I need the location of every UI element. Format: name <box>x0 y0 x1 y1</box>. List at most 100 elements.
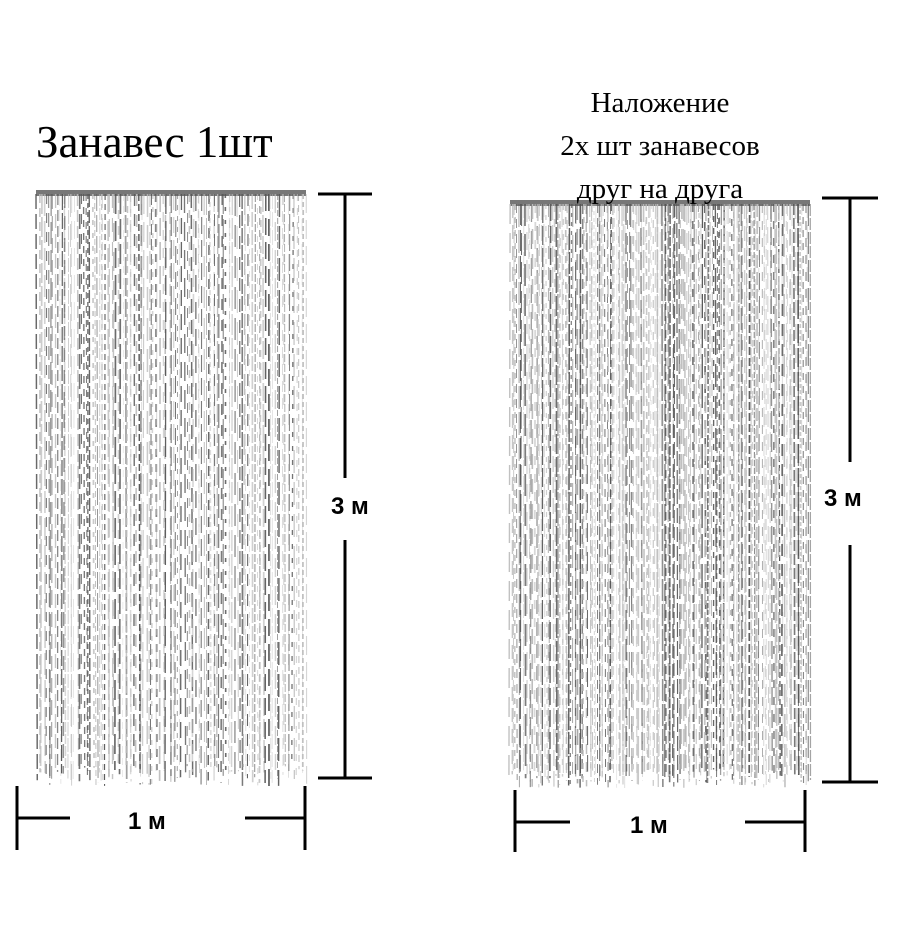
curtain-strand <box>220 193 224 783</box>
curtain-strand <box>767 203 769 783</box>
curtain-strand <box>671 203 675 776</box>
curtain-strand <box>678 203 681 770</box>
left-width-label: 1 м <box>128 808 166 835</box>
curtain-strand <box>191 193 195 772</box>
curtain-strand <box>799 203 803 782</box>
curtain-strand <box>122 193 125 780</box>
curtain-strand <box>557 203 559 788</box>
curtain-double-overlay <box>508 200 812 788</box>
curtain-strand <box>586 203 589 772</box>
curtain-strand <box>76 193 80 767</box>
curtain-strand <box>751 203 754 785</box>
curtain-strand <box>591 203 594 771</box>
curtain-strand <box>637 203 640 785</box>
right-width-label: 1 м <box>630 812 668 839</box>
curtain-strand <box>641 203 643 781</box>
curtain-strand <box>731 203 733 780</box>
curtain-strand <box>645 203 649 771</box>
curtain-strand <box>69 193 73 786</box>
curtain-strand <box>630 203 633 781</box>
curtain-strand <box>780 203 784 778</box>
curtain-strand <box>150 193 154 786</box>
curtain-strand <box>716 203 718 785</box>
curtain-strand <box>208 193 212 768</box>
curtain-strand <box>763 203 767 775</box>
curtain-strand <box>589 203 592 782</box>
curtain-strand <box>538 203 540 788</box>
curtain-strand <box>94 193 97 786</box>
curtain-strand <box>567 203 571 786</box>
curtain-strand <box>582 203 585 783</box>
curtain-strand <box>70 193 73 782</box>
curtain-strand <box>91 193 95 768</box>
curtain-strand <box>111 193 115 770</box>
curtain-strand <box>277 193 281 786</box>
curtain-strand <box>186 193 189 767</box>
curtain-strand <box>659 203 661 772</box>
single-curtain-title: Занавес 1шт <box>36 117 273 167</box>
curtain-strand <box>673 203 676 787</box>
curtain-strand <box>207 193 210 781</box>
curtain-top-bar <box>36 190 306 196</box>
curtain-strand <box>701 203 704 771</box>
curtain-strand <box>737 203 740 772</box>
curtain-strand <box>543 203 546 780</box>
curtain-strand <box>642 203 646 772</box>
curtain-strand <box>622 203 625 776</box>
curtain-strand <box>579 203 582 788</box>
curtain-strand <box>723 203 726 777</box>
curtain-strand <box>100 193 104 781</box>
curtain-strand <box>618 203 621 779</box>
curtain-strand <box>174 193 177 782</box>
curtain-strand <box>269 193 272 779</box>
overlay-title-line: друг на друга <box>576 173 744 205</box>
curtain-top-bar <box>510 200 810 206</box>
curtain-strand <box>246 193 249 779</box>
curtain-strand <box>565 203 568 781</box>
curtain-strand <box>783 203 786 788</box>
curtain-strand <box>284 193 286 767</box>
curtain-strand <box>668 203 671 783</box>
curtain-strand <box>88 193 91 781</box>
curtain-strand <box>685 203 688 769</box>
curtain-strand <box>49 193 52 779</box>
curtain-strand <box>697 203 700 781</box>
curtain-strand <box>51 193 53 779</box>
curtain-strand <box>757 203 761 780</box>
curtain-strand <box>519 203 523 772</box>
curtain-strand <box>47 193 51 785</box>
curtain-strand <box>631 203 634 776</box>
curtain-single <box>35 190 308 786</box>
curtain-strand <box>706 203 710 785</box>
curtain-strand <box>141 193 145 785</box>
curtain-strand <box>148 193 151 785</box>
curtain-strand <box>774 203 777 772</box>
curtain-strand <box>607 203 610 769</box>
curtain-strand <box>236 193 239 772</box>
curtain-strand <box>661 203 664 787</box>
curtain-strand <box>67 193 70 779</box>
curtain-strand <box>617 203 620 784</box>
curtain-strand <box>561 203 565 777</box>
curtain-strand <box>678 203 681 780</box>
curtain-strand <box>104 193 106 786</box>
curtain-strand <box>785 203 788 782</box>
curtain-strand <box>140 193 143 777</box>
curtain-strand <box>230 193 234 772</box>
curtain-strand <box>511 203 514 775</box>
curtain-strand <box>551 203 555 787</box>
overlay-title: Наложение 2х шт занавесов друг на друга <box>500 82 820 211</box>
curtain-strand <box>138 193 141 769</box>
curtain-strand <box>740 203 743 786</box>
curtain-strand <box>62 193 66 774</box>
curtain-strand <box>755 203 759 779</box>
curtain-strand <box>794 203 798 771</box>
curtain-strand <box>805 203 808 788</box>
curtain-strand <box>540 203 543 784</box>
curtain-strand <box>553 203 557 776</box>
curtain-strand <box>604 203 607 782</box>
curtain-strand <box>162 193 165 771</box>
curtain-strand <box>626 203 628 772</box>
curtain-strand <box>569 203 573 788</box>
curtain-strand <box>769 203 772 783</box>
